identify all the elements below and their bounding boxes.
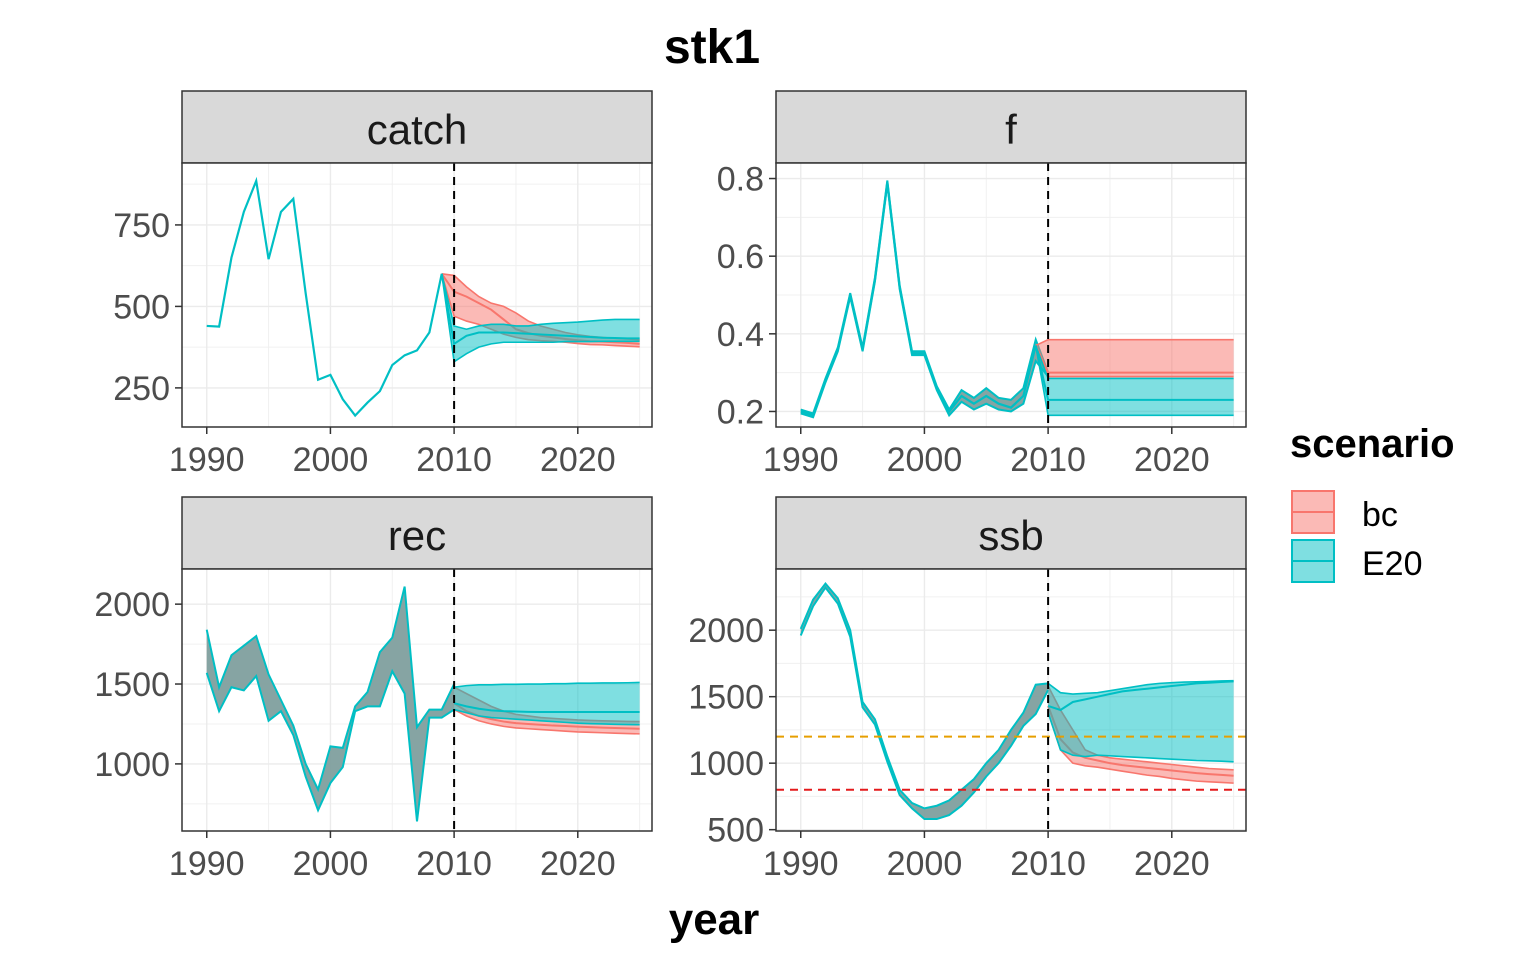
panel-border-f	[775, 162, 1247, 428]
marks-rec	[205, 569, 640, 831]
x-tick-label-f: 2000	[887, 441, 963, 479]
panel-rec: rec 1000 1500 2000 1990 2000 2010 2020	[94, 496, 653, 883]
band-lower-e20-ssb	[1047, 712, 1234, 763]
x-tick-label-rec: 2000	[293, 845, 369, 883]
band-e20-f	[1035, 345, 1234, 416]
x-tick-label-catch: 2010	[416, 441, 492, 479]
strip-label-catch: catch	[367, 106, 467, 153]
strip-label-ssb: ssb	[978, 512, 1043, 559]
y-tick-label-catch: 750	[113, 207, 170, 245]
history-band-lower-ssb	[799, 585, 1049, 821]
strip-f	[775, 90, 1247, 164]
band-lower-bc-rec	[453, 708, 640, 735]
band-e20-rec	[454, 682, 640, 725]
band-e20-catch	[441, 273, 640, 362]
marks-f	[800, 163, 1234, 427]
x-axis-label: year	[669, 895, 760, 944]
y-tick-label-ssb: 2000	[688, 612, 764, 650]
band-bc-f	[1035, 339, 1234, 377]
strip-catch	[181, 90, 653, 164]
band-e20-ssb	[1048, 680, 1234, 762]
figure-title: stk1	[664, 21, 760, 74]
panel-catch: catch 250 500 750 1990 2000 2010 2020	[113, 90, 653, 479]
x-tick-label-ssb: 2010	[1010, 845, 1086, 883]
history-band-upper-rec	[205, 586, 456, 793]
x-tick-label-f: 2010	[1010, 441, 1086, 479]
y-tick-label-rec: 1500	[94, 666, 170, 704]
history-line-catch	[206, 176, 443, 418]
x-tick-label-f: 2020	[1134, 441, 1210, 479]
panel-ssb: ssb 500 1000 1500 2000 1990 2000 2010 2020	[688, 496, 1247, 883]
y-tick-label-catch: 250	[113, 370, 170, 408]
x-tick-label-f: 1990	[763, 441, 839, 479]
marks-ssb	[776, 569, 1246, 831]
x-tick-label-rec: 1990	[169, 845, 245, 883]
legend-key-e20	[1291, 539, 1335, 583]
x-tick-label-ssb: 2000	[887, 845, 963, 883]
legend-label-bc: bc	[1362, 496, 1398, 534]
median-line-e20-catch	[440, 273, 640, 346]
x-tick-label-ssb: 1990	[763, 845, 839, 883]
legend-title: scenario	[1290, 422, 1455, 466]
panel-f: f 0.2 0.4 0.6 0.8 1990 2000 2010 2020	[717, 90, 1247, 479]
band-lower-e20-catch	[440, 273, 640, 364]
axes-catch: 250 500 750 1990 2000 2010 2020	[113, 207, 615, 479]
x-tick-label-rec: 2020	[540, 845, 616, 883]
median-line-e20-ssb	[1047, 680, 1234, 712]
y-tick-label-ssb: 1000	[688, 745, 764, 783]
panel-border-rec	[181, 568, 653, 832]
legend-key-bc	[1291, 490, 1335, 534]
band-upper-e20-ssb	[1047, 679, 1234, 695]
y-tick-label-rec: 2000	[94, 586, 170, 624]
legend-label-e20: E20	[1362, 545, 1423, 583]
band-lower-e20-rec	[453, 708, 640, 726]
band-lower-bc-ssb	[1047, 712, 1234, 784]
y-tick-label-ssb: 1500	[688, 679, 764, 717]
y-tick-label-f: 0.4	[717, 316, 764, 354]
panel-border-ssb	[775, 568, 1247, 832]
marks-catch	[206, 163, 640, 427]
axes-ssb: 500 1000 1500 2000 1990 2000 2010 2020	[688, 612, 1209, 883]
median-line-e20-f	[1034, 345, 1234, 401]
history-line-f	[800, 182, 1037, 417]
facet-panels: catch 250 500 750 1990 2000 2010 2020 f 0.2 0.4 0.6…	[94, 90, 1247, 883]
y-tick-label-ssb: 500	[707, 812, 764, 850]
legend: scenario bc E20	[1290, 422, 1455, 583]
history-band-lower-rec	[205, 668, 455, 822]
x-tick-label-catch: 2000	[293, 441, 369, 479]
y-tick-label-f: 0.8	[717, 161, 764, 199]
x-tick-label-ssb: 2020	[1134, 845, 1210, 883]
band-upper-e20-catch	[440, 273, 640, 331]
median-line-e20-rec	[453, 702, 640, 713]
x-tick-label-rec: 2010	[416, 845, 492, 883]
strip-label-rec: rec	[388, 512, 446, 559]
y-tick-label-f: 0.6	[717, 238, 764, 276]
strip-label-f: f	[1005, 106, 1017, 153]
band-upper-e20-rec	[454, 681, 640, 689]
strip-rec	[181, 496, 653, 570]
axes-rec: 1000 1500 2000 1990 2000 2010 2020	[94, 586, 615, 883]
band-upper-bc-f	[1035, 338, 1234, 347]
x-tick-label-catch: 1990	[169, 441, 245, 479]
panel-border-catch	[181, 162, 653, 428]
y-tick-label-rec: 1000	[94, 746, 170, 784]
x-tick-label-catch: 2020	[540, 441, 616, 479]
axes-f: 0.2 0.4 0.6 0.8 1990 2000 2010 2020	[717, 161, 1210, 479]
y-tick-label-f: 0.2	[717, 393, 764, 431]
y-tick-label-catch: 500	[113, 288, 170, 326]
history-band-rec	[206, 586, 455, 822]
